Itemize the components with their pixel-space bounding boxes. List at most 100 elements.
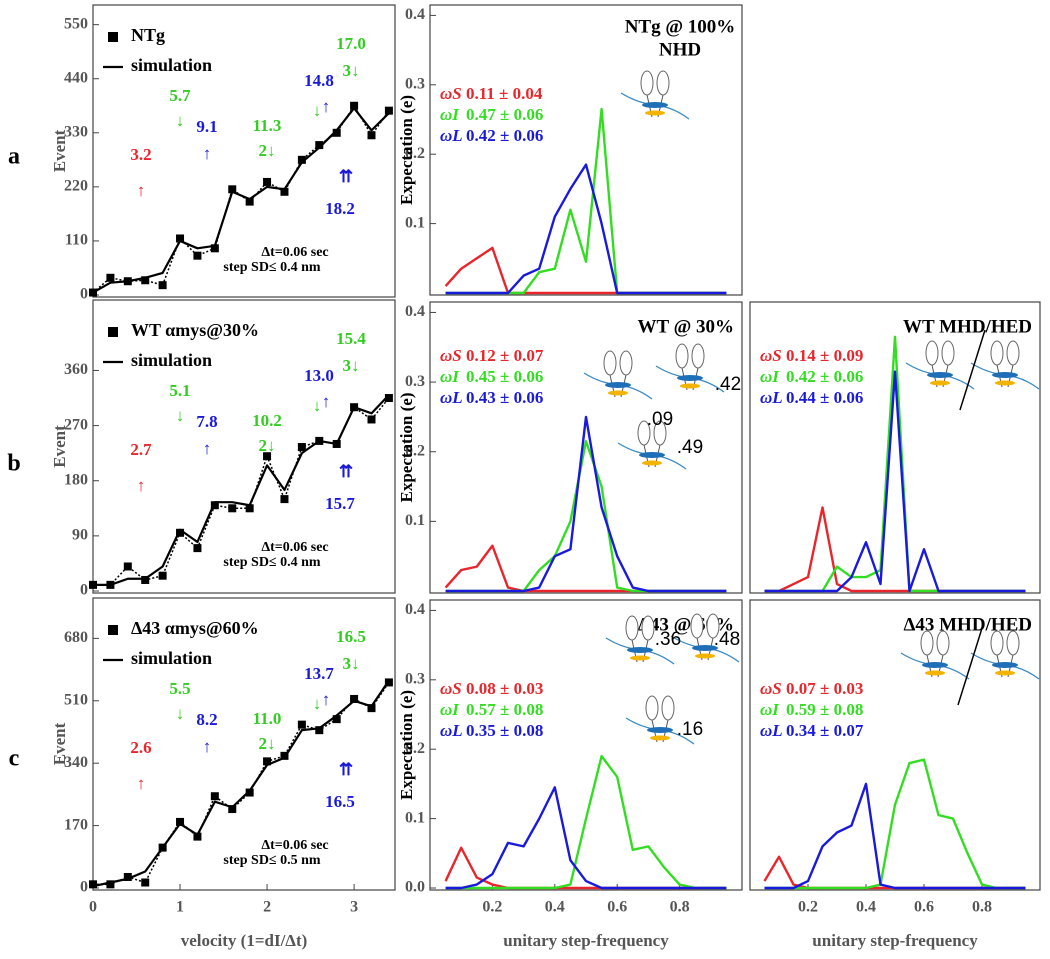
icon-band xyxy=(642,460,662,466)
stat-value: 0.07 ± 0.03 xyxy=(786,679,863,698)
data-point xyxy=(176,234,185,243)
data-point xyxy=(297,720,306,729)
annotation: ↑ xyxy=(203,144,212,163)
data-point xyxy=(332,128,341,137)
myosin-icon xyxy=(970,630,1040,680)
series-line xyxy=(92,107,390,294)
plot-frame xyxy=(92,299,396,594)
x-tick-label: 0.8 xyxy=(972,899,992,916)
annotation: 11.0 xyxy=(253,709,282,728)
panel-title: WT MHD/HED xyxy=(903,316,1032,337)
stat-value: 0.11 ± 0.04 xyxy=(466,84,543,103)
myosin-icon xyxy=(605,615,675,665)
data-point xyxy=(228,805,237,814)
data-point xyxy=(280,495,289,504)
data-point xyxy=(158,571,167,580)
annotation: 3↓ xyxy=(343,356,360,375)
icon-head xyxy=(990,340,1004,366)
icon-head xyxy=(656,70,670,96)
legend-marker xyxy=(108,32,118,42)
icon-band xyxy=(995,670,1015,676)
annotation: 3↓ xyxy=(343,61,360,80)
x-tick-label: 0.4 xyxy=(856,899,876,916)
data-point xyxy=(367,415,376,424)
icon-head xyxy=(690,613,704,639)
y-tick-label: 550 xyxy=(64,15,88,32)
icon-band xyxy=(639,452,665,458)
series-line xyxy=(764,782,1026,890)
x-tick-label: 0.4 xyxy=(545,899,565,916)
plot-frame xyxy=(749,301,1041,594)
annotation: 13.7 xyxy=(304,664,334,683)
panel-title: Δ43 MHD/HED xyxy=(903,614,1032,635)
icon-band xyxy=(605,382,631,388)
y-tick-label: 170 xyxy=(64,816,88,833)
data-point xyxy=(280,187,289,196)
x-tick-label: 1 xyxy=(176,899,184,916)
stat-value: 0.12 ± 0.07 xyxy=(466,346,544,365)
annotation: 10.2 xyxy=(252,411,282,430)
data-point xyxy=(245,788,254,797)
y-tick-label: 0.1 xyxy=(405,512,425,529)
icon-head xyxy=(645,695,659,721)
x-tick-label: 3 xyxy=(350,899,358,916)
y-tick-label: 0.2 xyxy=(405,740,425,757)
y-tick-label: 680 xyxy=(64,629,88,646)
data-point xyxy=(297,443,306,452)
icon-head xyxy=(706,613,720,639)
annotation: .16 xyxy=(677,719,703,740)
annotation: 9.1 xyxy=(196,117,217,136)
icon-band xyxy=(992,372,1018,378)
icon-band xyxy=(630,655,650,661)
stat-value: 0.34 ± 0.07 xyxy=(786,721,864,740)
stat-name: ωI xyxy=(440,367,460,386)
series-line xyxy=(93,394,390,586)
annotation: 2↓ xyxy=(259,436,276,455)
data-point xyxy=(89,880,97,889)
y-tick-label: 0.4 xyxy=(405,601,425,618)
annotation: 2.7 xyxy=(130,440,152,459)
icon-head xyxy=(661,695,675,721)
annotation: .42 xyxy=(715,374,741,395)
legend-label: simulation xyxy=(131,350,212,370)
stat-value: 0.59 ± 0.08 xyxy=(786,700,863,719)
x-tick-label: 0.8 xyxy=(670,899,690,916)
data-point xyxy=(315,726,324,735)
annotation: ↓ xyxy=(176,111,185,130)
annotation: ↓ xyxy=(313,101,322,120)
stat-value: 0.43 ± 0.06 xyxy=(466,388,543,407)
y-tick-label: 0.0 xyxy=(405,879,425,896)
icon-band xyxy=(650,735,670,741)
myosin-icon xyxy=(900,630,970,680)
y-tick-label: 220 xyxy=(64,178,88,195)
annotation: ⇈ xyxy=(339,167,353,186)
stat-name: ωL xyxy=(440,388,463,407)
stat-value: 0.42 ± 0.06 xyxy=(466,126,543,145)
y-axis-label: Expectation (e) xyxy=(397,95,416,205)
stat-value: 0.47 ± 0.06 xyxy=(466,105,543,124)
y-tick-label: 0 xyxy=(80,286,88,303)
annotation: 5.1 xyxy=(169,381,190,400)
y-axis-label: Event xyxy=(50,425,69,468)
stat-value: 0.08 ± 0.03 xyxy=(466,679,543,698)
data-point xyxy=(263,757,272,766)
data-point xyxy=(106,880,115,889)
data-point xyxy=(158,281,167,290)
icon-band xyxy=(608,390,628,396)
x-tick-label: 0.6 xyxy=(914,899,934,916)
myosin-icon xyxy=(970,340,1040,390)
icon-band xyxy=(992,662,1018,668)
stat-value: 0.45 ± 0.06 xyxy=(466,367,543,386)
stat-value: 0.57 ± 0.08 xyxy=(466,700,543,719)
x-axis-label: velocity (1=dI/Δt) xyxy=(181,931,308,950)
annotation: ↑ xyxy=(137,774,146,793)
stat-value: 0.14 ± 0.09 xyxy=(786,346,863,365)
myosin-icon xyxy=(617,420,687,470)
plot-frame xyxy=(429,301,743,594)
annotation: 3↓ xyxy=(343,654,360,673)
annotation: ↑ xyxy=(203,737,212,756)
data-point xyxy=(193,251,202,260)
y-tick-label: 0.2 xyxy=(405,442,425,459)
y-tick-label: 0.3 xyxy=(405,75,425,92)
icon-band xyxy=(695,653,715,659)
